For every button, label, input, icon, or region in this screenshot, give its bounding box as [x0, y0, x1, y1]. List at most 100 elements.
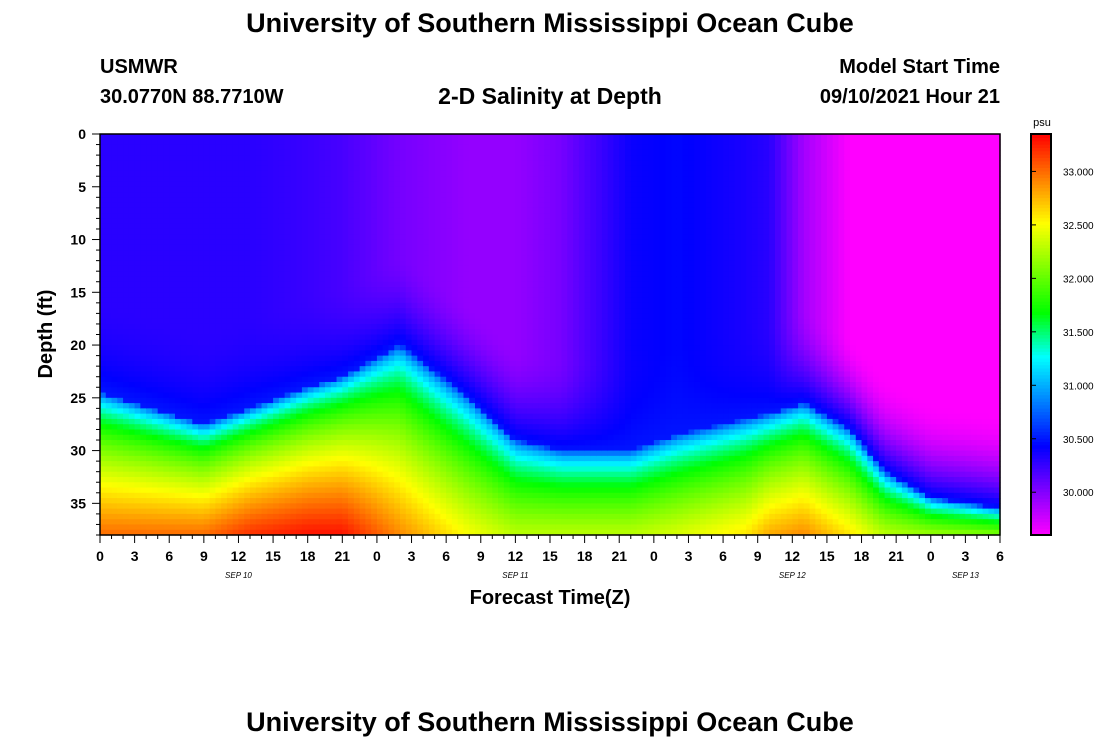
heatmap-cell [250, 529, 257, 536]
heatmap-cell [169, 355, 176, 362]
heatmap-cell [325, 519, 332, 526]
heatmap-cell [198, 408, 205, 415]
heatmap-cell [290, 487, 297, 494]
heatmap-cell [175, 429, 182, 436]
heatmap-cell [457, 371, 465, 378]
heatmap-cell [336, 355, 343, 362]
heatmap-cell [215, 197, 222, 204]
heatmap-cell [376, 334, 384, 341]
heatmap-cell [400, 381, 407, 388]
heatmap-cell [255, 339, 263, 346]
heatmap-cell [267, 408, 274, 415]
heatmap-cell [296, 455, 303, 462]
heatmap-cell [232, 471, 240, 478]
heatmap-cell [400, 445, 407, 452]
heatmap-cell [301, 387, 309, 394]
heatmap-cell [475, 350, 482, 357]
heatmap-cell [186, 134, 193, 140]
heatmap-cell [423, 149, 430, 156]
heatmap-cell [307, 260, 315, 267]
heatmap-cell [226, 445, 234, 452]
heatmap-cell [111, 197, 118, 204]
heatmap-cell [463, 318, 470, 325]
heatmap-cell [198, 134, 205, 140]
heatmap-cell [451, 440, 459, 446]
heatmap-cell [319, 529, 326, 536]
heatmap-cell [117, 228, 124, 235]
heatmap-cell [146, 371, 153, 378]
heatmap-cell [330, 234, 338, 241]
heatmap-cell [313, 318, 320, 325]
heatmap-cell [186, 139, 193, 146]
heatmap-cell [457, 471, 465, 478]
heatmap-cell [325, 387, 332, 394]
heatmap-cell [451, 360, 459, 367]
heatmap-cell [307, 519, 315, 526]
heatmap-cell [388, 265, 395, 272]
heatmap-cell [100, 165, 107, 172]
heatmap-cell [382, 176, 390, 183]
heatmap-cell [169, 139, 176, 146]
heatmap-cell [451, 524, 459, 531]
heatmap-cell [353, 413, 361, 420]
heatmap-cell [365, 155, 372, 161]
heatmap-cell [186, 392, 193, 399]
heatmap-cell [238, 218, 245, 225]
heatmap-cell [221, 260, 228, 267]
heatmap-cell [163, 350, 170, 357]
heatmap-cell [169, 519, 176, 526]
heatmap-cell [128, 513, 136, 520]
heatmap-cell [325, 429, 332, 436]
heatmap-cell [192, 376, 199, 383]
heatmap-cell [209, 476, 216, 483]
heatmap-cell [342, 476, 349, 483]
heatmap-cell [451, 186, 459, 193]
heatmap-cell [319, 228, 326, 235]
heatmap-cell [388, 165, 395, 172]
heatmap-cell [440, 397, 447, 404]
heatmap-cell [428, 524, 436, 531]
heatmap-cell [348, 366, 355, 373]
heatmap-cell [105, 513, 113, 520]
heatmap-cell [394, 287, 401, 293]
heatmap-cell [273, 371, 280, 378]
heatmap-cell [100, 392, 107, 399]
heatmap-cell [134, 223, 141, 230]
heatmap-cell [175, 228, 182, 235]
heatmap-cell [267, 434, 274, 441]
heatmap-cell [359, 339, 366, 346]
heatmap-cell [319, 181, 326, 188]
heatmap-cell [423, 213, 430, 220]
heatmap-cell [146, 244, 153, 251]
heatmap-cell [146, 302, 153, 309]
heatmap-cell [105, 376, 113, 383]
heatmap-cell [394, 213, 401, 220]
heatmap-cell [382, 202, 390, 209]
heatmap-cell [226, 313, 234, 320]
heatmap-cell [365, 197, 372, 204]
heatmap-cell [382, 170, 390, 177]
heatmap-cell [451, 260, 459, 267]
heatmap-cell [215, 139, 222, 146]
heatmap-cell [261, 260, 268, 267]
heatmap-cell [261, 165, 268, 172]
heatmap-cell [157, 529, 165, 536]
heatmap-cell [250, 334, 257, 341]
heatmap-cell [232, 360, 240, 367]
heatmap-cell [105, 355, 113, 362]
heatmap-cell [146, 250, 153, 256]
heatmap-cell [169, 408, 176, 415]
heatmap-cell [278, 271, 286, 278]
heatmap-cell [296, 408, 303, 415]
heatmap-cell [434, 265, 441, 272]
heatmap-cell [353, 276, 361, 283]
heatmap-cell [175, 160, 182, 167]
heatmap-cell [186, 339, 193, 346]
heatmap-cell [307, 192, 315, 198]
heatmap-cell [313, 334, 320, 341]
heatmap-cell [186, 149, 193, 156]
heatmap-cell [423, 197, 430, 204]
heatmap-cell [325, 339, 332, 346]
heatmap-cell [411, 498, 418, 504]
heatmap-cell [278, 297, 286, 304]
